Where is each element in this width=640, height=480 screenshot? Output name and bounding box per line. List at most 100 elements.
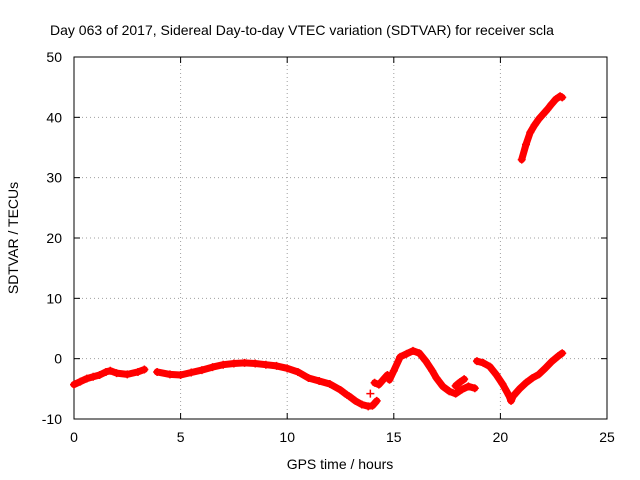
- data-point: [351, 396, 360, 405]
- data-point: [451, 389, 460, 398]
- data-point: [526, 128, 535, 137]
- data-point: [366, 389, 375, 398]
- x-axis-title: GPS time / hours: [287, 456, 394, 472]
- data-point: [470, 384, 479, 393]
- y-tick-label: 30: [46, 170, 62, 186]
- data-point: [541, 364, 550, 373]
- data-point: [70, 380, 78, 389]
- data-point: [283, 364, 292, 373]
- data-band: [371, 371, 391, 389]
- data-point: [153, 367, 162, 376]
- data-point: [539, 110, 548, 119]
- data-point: [455, 378, 464, 387]
- data-point: [464, 382, 473, 391]
- y-tick-label: 20: [46, 230, 62, 246]
- data-point: [460, 375, 469, 384]
- y-tick-label: 50: [46, 49, 62, 65]
- data-point: [479, 358, 488, 367]
- data-point: [530, 121, 539, 130]
- data-point: [251, 359, 260, 368]
- data-point: [517, 155, 526, 164]
- data-point: [432, 373, 441, 382]
- data-band: [518, 92, 566, 164]
- x-tick-label: 5: [177, 429, 185, 445]
- data-point: [336, 386, 345, 395]
- x-tick-label: 15: [386, 429, 402, 445]
- grid-lines: [74, 57, 607, 419]
- y-tick-label: 40: [46, 109, 62, 125]
- data-point: [315, 376, 324, 385]
- data-point: [304, 373, 313, 382]
- data-point: [357, 400, 366, 409]
- data-point: [438, 382, 447, 391]
- y-tick-label: 10: [46, 290, 62, 306]
- data-point: [176, 370, 185, 379]
- x-tick-label: 20: [493, 429, 509, 445]
- data-point: [133, 367, 142, 376]
- data-point: [372, 396, 381, 405]
- data-point: [507, 396, 516, 405]
- data-point: [521, 378, 530, 387]
- data-point: [101, 367, 110, 376]
- data-point: [445, 387, 454, 396]
- data-point: [551, 95, 560, 104]
- data-point: [547, 357, 556, 366]
- data-point: [521, 140, 530, 149]
- data-point: [82, 374, 91, 383]
- data-point: [408, 346, 417, 355]
- data-point: [534, 115, 543, 124]
- data-point: [515, 384, 524, 393]
- data-point: [402, 349, 411, 358]
- y-tick-label: -10: [42, 411, 62, 427]
- data-point: [374, 380, 383, 389]
- data-point: [509, 392, 518, 401]
- data-point: [451, 381, 460, 390]
- data-band: [473, 349, 566, 405]
- data-point: [76, 377, 85, 386]
- data-point: [492, 370, 501, 379]
- x-tick-label: 25: [599, 429, 615, 445]
- data-point: [293, 367, 302, 376]
- data-point: [240, 358, 249, 367]
- data-point: [421, 357, 430, 366]
- data-point: [485, 362, 494, 371]
- data-point: [112, 369, 121, 378]
- data-point: [345, 392, 354, 401]
- data-point: [370, 378, 379, 387]
- data-point: [415, 349, 424, 358]
- data-point: [229, 359, 238, 368]
- data-point: [106, 366, 115, 375]
- data-point: [385, 375, 394, 384]
- data-point: [140, 365, 149, 374]
- data-point: [272, 361, 281, 370]
- data-point: [197, 366, 206, 375]
- data-point: [123, 370, 132, 379]
- data-point: [528, 373, 537, 382]
- x-tick-label: 0: [70, 429, 78, 445]
- data-point: [558, 349, 567, 358]
- data-point: [547, 100, 556, 109]
- data-point: [472, 357, 481, 366]
- data-point: [428, 366, 437, 375]
- data-point: [558, 93, 567, 102]
- data-point: [498, 380, 507, 389]
- data-points: [70, 92, 567, 411]
- data-point: [165, 370, 174, 379]
- data-point: [389, 366, 398, 375]
- data-point: [325, 380, 334, 389]
- data-point: [219, 360, 228, 369]
- data-point: [458, 385, 467, 394]
- x-tick-label: 10: [279, 429, 295, 445]
- data-point: [396, 352, 405, 361]
- data-point: [89, 372, 98, 381]
- chart-title: Day 063 of 2017, Sidereal Day-to-day VTE…: [50, 22, 554, 38]
- y-tick-label: 0: [54, 351, 62, 367]
- data-point: [95, 370, 104, 379]
- y-axis-title: SDTVAR / TECUs: [5, 182, 21, 294]
- data-point: [261, 360, 270, 369]
- data-point: [534, 370, 543, 379]
- axis-ticks: 0 5 10 15 20 25 -10 0 10 20 30 40 50: [42, 49, 615, 445]
- data-point: [553, 352, 562, 361]
- data-point: [543, 105, 552, 114]
